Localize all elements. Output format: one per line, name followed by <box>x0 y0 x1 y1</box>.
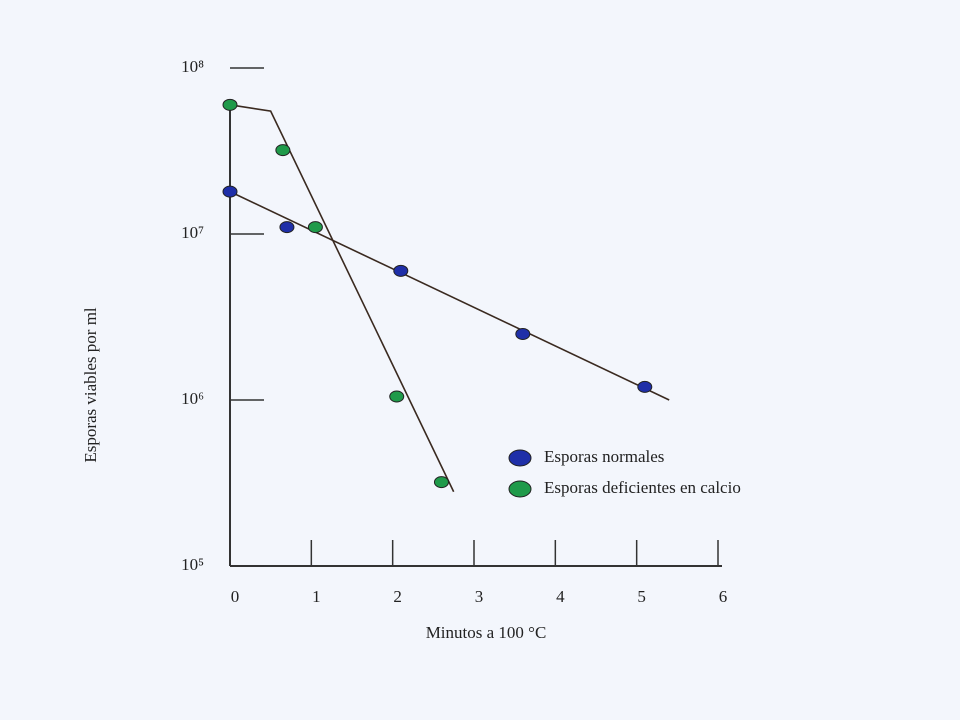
x-tick-label: 4 <box>556 587 565 606</box>
trend-line <box>229 190 670 401</box>
legend-label: Esporas normales <box>544 447 664 466</box>
legend-marker <box>508 480 532 498</box>
point <box>393 264 409 277</box>
y-tick-label: 10⁸ <box>181 57 204 76</box>
x-tick-label: 6 <box>719 587 728 606</box>
point <box>515 327 531 340</box>
legend-marker <box>508 449 532 467</box>
x-tick-label: 0 <box>231 587 240 606</box>
point <box>275 144 291 157</box>
point <box>389 390 405 403</box>
x-axis-label: Minutos a 100 °C <box>426 623 547 642</box>
x-tick-label: 5 <box>637 587 646 606</box>
x-tick-label: 1 <box>312 587 321 606</box>
point <box>222 185 238 198</box>
y-tick-label: 10⁷ <box>181 223 204 242</box>
legend-label: Esporas deficientes en calcio <box>544 478 741 497</box>
point <box>307 221 323 234</box>
point <box>433 476 449 489</box>
x-tick-label: 3 <box>475 587 484 606</box>
point <box>637 380 653 393</box>
y-tick-label: 10⁵ <box>181 555 204 574</box>
y-tick-label: 10⁶ <box>181 389 204 408</box>
point <box>222 98 238 111</box>
y-axis-label: Esporas viables por ml <box>81 307 100 463</box>
trend-line <box>229 104 455 493</box>
x-tick-label: 2 <box>393 587 402 606</box>
point <box>279 221 295 234</box>
